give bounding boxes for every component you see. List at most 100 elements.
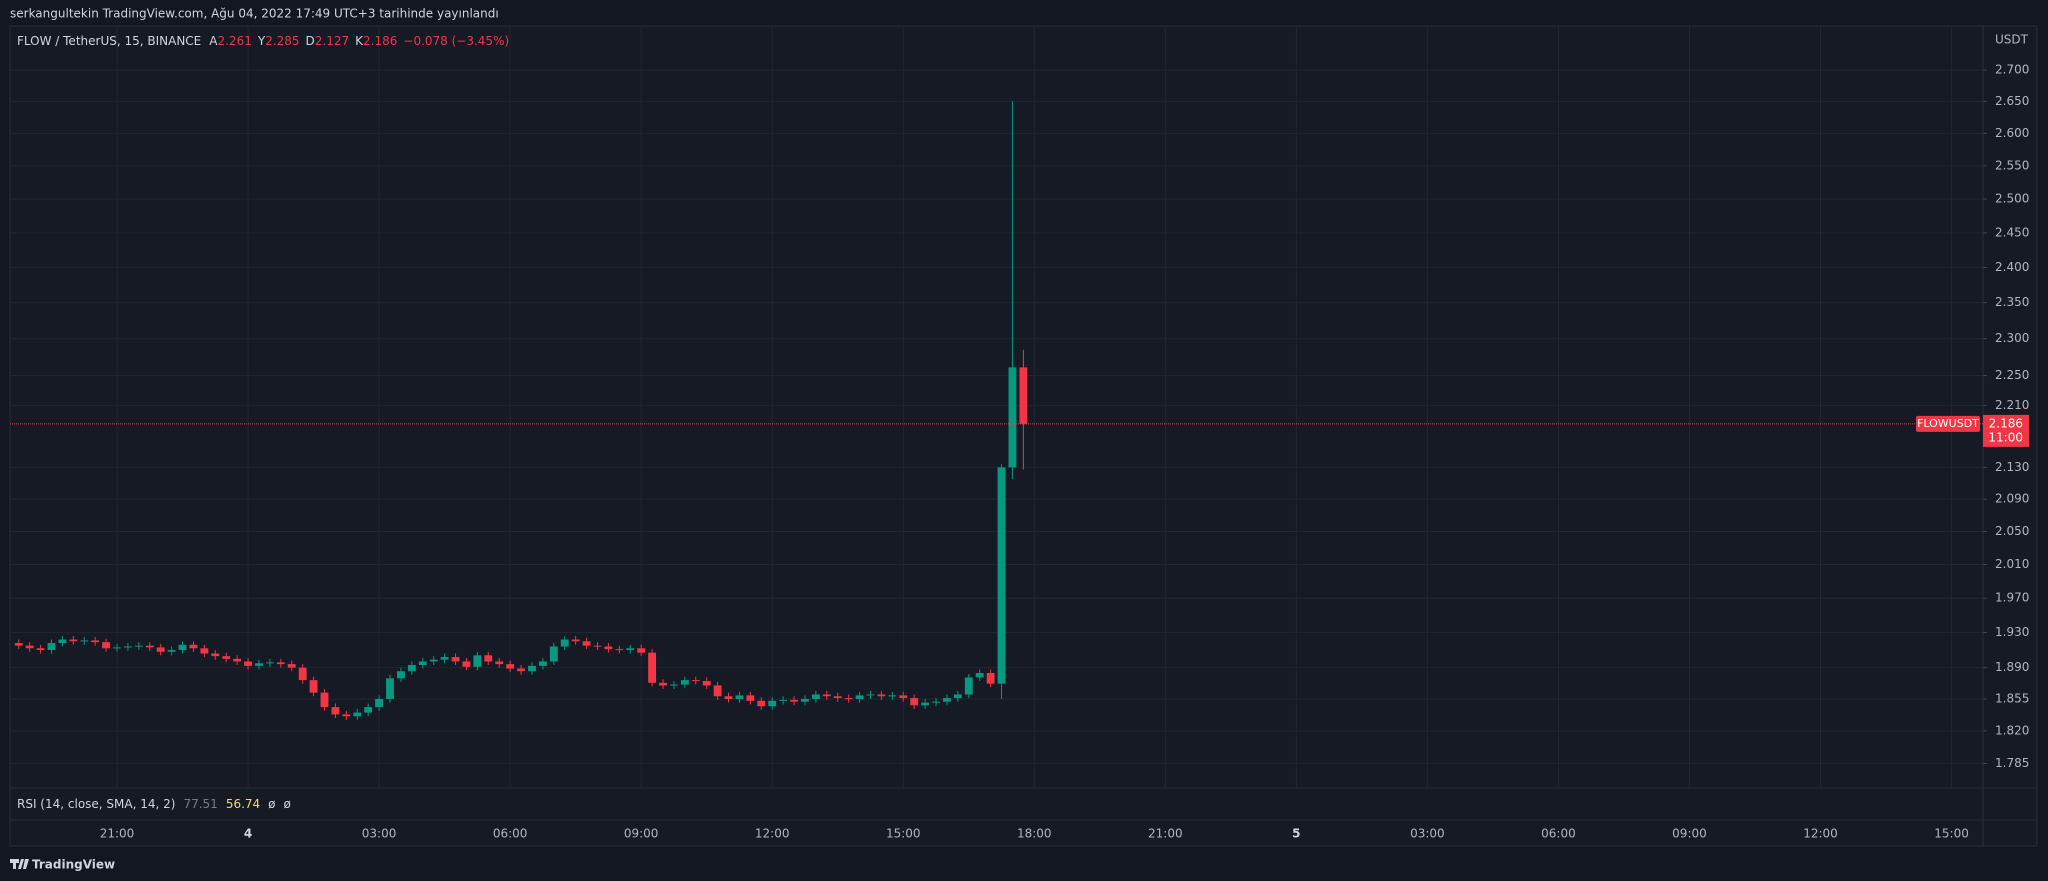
candle-body: [495, 661, 504, 665]
candle-body: [866, 694, 875, 696]
candle-body: [964, 677, 973, 695]
candle-body: [47, 643, 56, 651]
candle-body: [440, 657, 449, 660]
change-value: −0.078 (−3.45%): [403, 34, 509, 48]
candle-body: [156, 647, 165, 652]
candle-body: [571, 639, 580, 642]
x-tick-label: 09:00: [1672, 827, 1707, 841]
candle-body: [953, 694, 962, 699]
candle-body: [462, 661, 471, 667]
candle-body: [69, 639, 78, 642]
candle-body: [386, 678, 394, 699]
candle-body: [167, 650, 176, 652]
candle-body: [14, 643, 23, 646]
candle-body: [211, 653, 220, 657]
x-tick-label: 15:00: [886, 827, 921, 841]
candle-body: [255, 663, 263, 666]
candle-body: [113, 647, 121, 649]
indicator-value: 77.51: [183, 797, 217, 811]
ohlc-value: 2.186: [363, 34, 397, 48]
candle-body: [593, 645, 602, 647]
indicator-placeholder: ø: [284, 797, 291, 811]
candle-body: [342, 714, 351, 717]
candle-body: [320, 692, 329, 708]
candle-body: [473, 655, 482, 667]
x-tick-label: 06:00: [1541, 827, 1576, 841]
candle-body: [58, 639, 67, 644]
candle-body: [538, 661, 547, 666]
y-tick-label: 1.890: [1995, 660, 2029, 674]
ohlc-label: Y: [257, 34, 266, 48]
candle-body: [648, 652, 657, 683]
candle-body: [418, 661, 427, 665]
legend-line: FLOW / TetherUS, 15, BINANCE A2.261 Y2.285…: [17, 34, 509, 48]
symbol-tag-label: FLOWUSDT: [1917, 417, 1979, 430]
candle-body: [801, 698, 809, 702]
candle-body: [407, 664, 416, 672]
candle-body: [91, 640, 100, 643]
y-tick-label: 2.450: [1995, 225, 2029, 239]
y-tick-label: 2.210: [1995, 398, 2029, 412]
candle-body: [790, 699, 798, 702]
candle-body: [134, 645, 143, 647]
x-tick-label: 4: [244, 827, 252, 841]
candle-body: [669, 684, 678, 686]
y-tick-label: 2.400: [1995, 260, 2029, 274]
y-tick-label: 1.855: [1995, 691, 2029, 705]
candle-body: [659, 682, 667, 686]
y-tick-label: 2.600: [1995, 126, 2029, 140]
candle-body: [811, 694, 820, 699]
y-tick-label: 1.930: [1995, 625, 2029, 639]
candle-body: [582, 641, 591, 646]
x-tick-label: 21:00: [1148, 827, 1183, 841]
candle-body: [244, 661, 252, 666]
candle-body: [626, 648, 635, 651]
indicator-legend: RSI (14, close, SMA, 14, 2) 77.51 56.74 ø ø: [17, 797, 291, 811]
candle-body: [986, 672, 995, 684]
indicator-value: 56.74: [226, 797, 260, 811]
candle-body: [899, 695, 908, 699]
candle-body: [375, 698, 384, 708]
x-tick-label: 03:00: [1410, 827, 1445, 841]
ohlc-value: 2.261: [217, 34, 251, 48]
symbol-title: FLOW / TetherUS, 15, BINANCE: [17, 34, 201, 48]
candle-body: [691, 680, 700, 682]
brand-icon: [10, 859, 29, 869]
candle-body: [80, 640, 89, 642]
y-tick-label: 2.050: [1995, 524, 2029, 538]
indicator-name: RSI (14, close, SMA, 14, 2): [17, 797, 175, 811]
candle-body: [680, 680, 689, 685]
candle-body: [702, 681, 711, 686]
candle-body: [287, 664, 296, 668]
candle-body: [942, 698, 951, 702]
candle-body: [25, 645, 34, 649]
y-tick-label: 1.820: [1995, 723, 2029, 737]
candle-body: [910, 698, 919, 706]
candle-body: [975, 672, 984, 678]
x-tick-label: 18:00: [1017, 827, 1052, 841]
ohlc-value: 2.127: [315, 34, 349, 48]
candle-body: [353, 712, 362, 717]
candle-body: [735, 695, 744, 699]
candle-body: [746, 695, 755, 701]
candle-body: [997, 467, 1006, 684]
candle-body: [637, 648, 646, 653]
candle-body: [921, 702, 930, 706]
brand-logo: TradingView: [10, 858, 115, 872]
price-tag-countdown: 11:00: [1988, 430, 2023, 444]
candle-body: [484, 655, 493, 662]
y-tick-label: 2.090: [1995, 492, 2029, 506]
y-tick-label: 1.785: [1995, 756, 2029, 770]
candle-body: [517, 668, 525, 672]
indicator-placeholder: ø: [268, 797, 275, 811]
x-tick-label: 06:00: [493, 827, 528, 841]
y-tick-label: 2.130: [1995, 460, 2029, 474]
candle-body: [222, 656, 231, 659]
y-tick-label: 2.250: [1995, 368, 2029, 382]
candle-body: [276, 662, 285, 665]
candle-body: [822, 694, 831, 697]
y-tick-label: 2.300: [1995, 331, 2029, 345]
candle-body: [124, 646, 132, 648]
